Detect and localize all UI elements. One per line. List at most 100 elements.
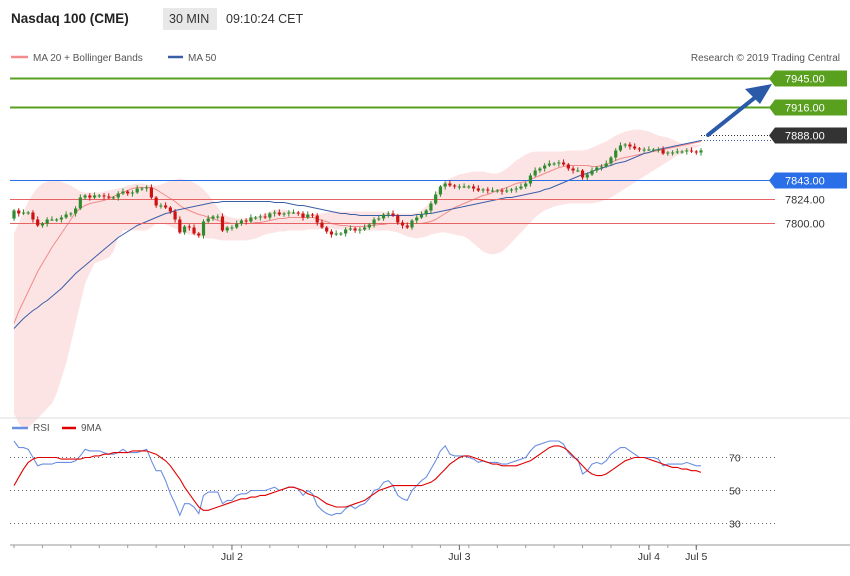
moving-averages — [13, 140, 775, 329]
x-axis-date-label: Jul 3 — [448, 551, 470, 563]
candle-body — [476, 188, 480, 191]
candle-body — [211, 216, 215, 219]
candle-body — [287, 212, 291, 214]
level-label: 7800.00 — [785, 219, 825, 231]
candle-body — [429, 203, 433, 211]
candle-body — [258, 216, 262, 218]
candle-body — [443, 183, 447, 187]
candle-body — [135, 188, 139, 193]
candle-body — [192, 227, 196, 234]
candle-body — [73, 208, 78, 214]
candle-body — [272, 212, 277, 214]
candle-body — [348, 228, 352, 230]
rsi-gridlines: 70 50 30 — [10, 453, 775, 531]
level-label: 7824.00 — [785, 195, 825, 207]
forecast-arrow — [706, 84, 772, 137]
x-axis-date-label: Jul 4 — [638, 551, 660, 563]
candle-body — [116, 193, 120, 198]
candle-body — [244, 220, 248, 222]
candle-body — [92, 195, 97, 198]
x-axis-date-label: Jul 2 — [221, 551, 243, 563]
candle-body — [178, 219, 182, 233]
candle-body — [377, 218, 381, 220]
rsi-tick-label: 30 — [729, 519, 741, 531]
candle-body — [88, 195, 92, 198]
timestamp: 09:10:24 CET — [226, 12, 303, 26]
interval-button[interactable]: 30 MIN — [169, 12, 209, 26]
candle-body — [623, 144, 627, 146]
candle-body — [282, 213, 286, 215]
candle-body — [571, 168, 575, 171]
interval-button-bg[interactable] — [163, 8, 217, 30]
candle-body — [126, 191, 130, 194]
level-badge-pointer — [769, 70, 775, 87]
candle-body — [372, 219, 376, 225]
ma-bb-legend-label: MA 20 + Bollinger Bands — [33, 53, 143, 64]
candle-body — [145, 187, 149, 189]
candle-body — [685, 150, 689, 152]
candle-body — [206, 218, 210, 222]
candle-body — [689, 150, 694, 152]
candle-body — [315, 215, 319, 223]
candle-body — [197, 233, 201, 236]
rsi-lines — [13, 440, 702, 517]
candle-body — [595, 167, 599, 171]
candle-body — [675, 151, 679, 153]
candle-body — [182, 226, 187, 233]
candle-body — [415, 217, 419, 221]
candle-body — [168, 207, 172, 212]
candle-body — [201, 221, 206, 236]
chart-title: Nasdaq 100 (CME) — [11, 11, 129, 26]
ma50-line — [13, 140, 702, 329]
candle-body — [159, 205, 163, 207]
candle-body — [680, 151, 684, 153]
candle-body — [291, 212, 296, 214]
candle-body — [448, 183, 452, 186]
ma50-legend-label: MA 50 — [188, 53, 217, 64]
candle-body — [17, 210, 21, 214]
candle-body — [64, 214, 68, 218]
candle-body — [249, 217, 253, 222]
candle-body — [353, 228, 357, 231]
candle-body — [614, 150, 618, 158]
candle-body — [69, 213, 73, 215]
level-badge-resistance — [775, 70, 847, 87]
candle-body — [618, 145, 623, 151]
candle-body — [277, 212, 281, 215]
level-label: 7945.00 — [785, 74, 825, 86]
bollinger-band-fill — [14, 129, 701, 429]
candle-body — [301, 213, 305, 218]
candle-body — [254, 217, 258, 219]
candle-body — [268, 213, 272, 218]
candle-body — [647, 149, 651, 151]
level-label: 7916.00 — [785, 103, 825, 115]
candle-body — [363, 227, 367, 230]
candle-body — [481, 189, 485, 191]
candle-body — [220, 216, 225, 231]
candle-body — [524, 183, 528, 187]
rsi-tick-label: 50 — [729, 486, 741, 498]
candle-body — [21, 212, 26, 214]
candle-body — [344, 229, 348, 234]
candle-body — [358, 229, 362, 231]
candle-body — [40, 223, 45, 226]
candle-body — [410, 220, 414, 228]
candle-body — [642, 149, 646, 151]
candle-body — [505, 190, 509, 192]
candle-body — [599, 166, 604, 168]
candle-body — [111, 197, 116, 199]
candle-body — [381, 214, 386, 219]
candle-body — [576, 170, 580, 172]
candle-body — [396, 215, 400, 223]
candle-body — [26, 212, 30, 214]
rsi-ma-legend-label: 9MA — [81, 423, 102, 434]
candle-body — [140, 188, 144, 190]
candle-body — [339, 233, 343, 235]
candle-body — [97, 195, 101, 197]
candle-body — [78, 197, 82, 209]
candle-body — [486, 189, 490, 191]
candle-body — [367, 224, 371, 228]
candle-body — [239, 220, 244, 224]
level-badge-pointer — [769, 172, 775, 189]
